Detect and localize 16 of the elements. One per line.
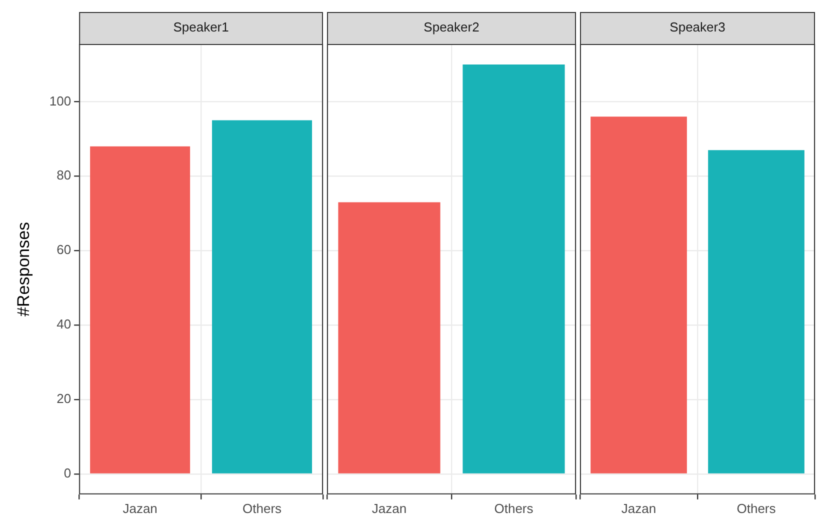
y-tick-label: 0 [64, 466, 72, 481]
x-tick-label: Others [242, 500, 282, 516]
y-tick-label: 80 [56, 168, 72, 183]
chart-title: Speaker2 [424, 20, 480, 35]
y-tick-label: 60 [56, 242, 72, 258]
x-tick-label: Others [494, 500, 534, 516]
x-tick-label: Others [736, 500, 776, 516]
x-tick-label: Jazan [621, 500, 656, 516]
x-tick-label: Jazan [122, 500, 158, 516]
y-tick-label: 40 [56, 316, 72, 332]
y-axis-title: #Responses [14, 222, 33, 316]
y-tick-label: 100 [49, 93, 72, 108]
x-tick-label: Jazan [372, 500, 407, 516]
chart-title: Speaker3 [670, 20, 726, 35]
chart-title: Speaker1 [173, 20, 229, 35]
y-tick-label: 20 [56, 391, 72, 406]
